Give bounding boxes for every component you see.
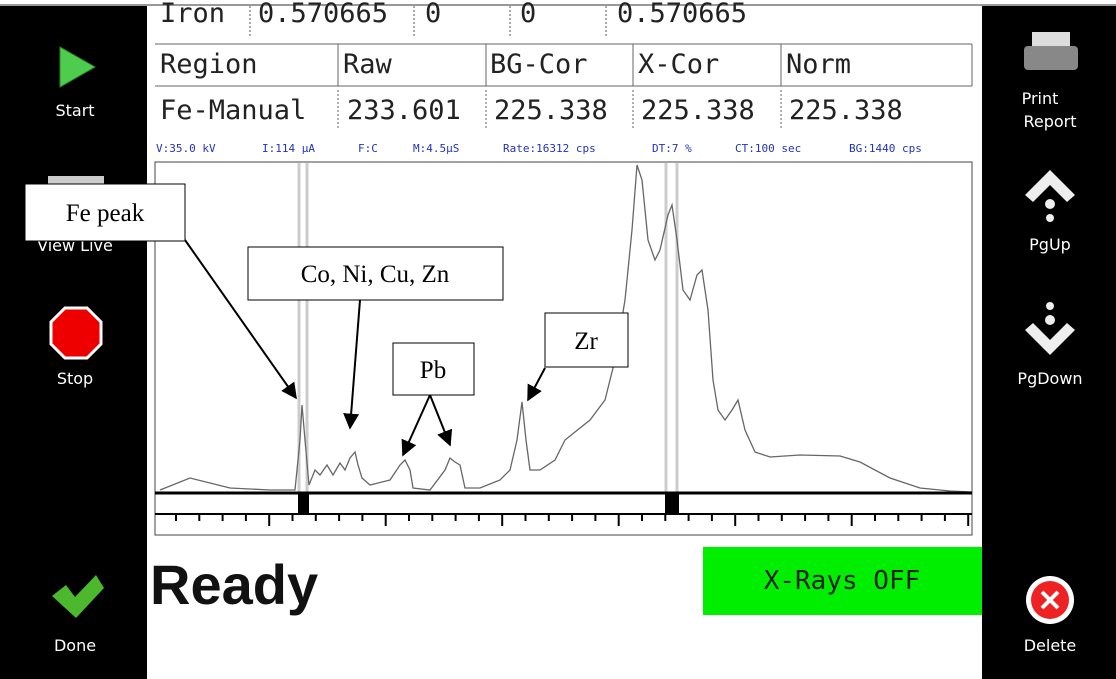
button-label: Stop <box>57 369 93 388</box>
cell: 0.570665 <box>258 0 388 29</box>
ready-status: Ready <box>150 553 318 616</box>
annotation-box <box>247 246 504 301</box>
annotation-text: Pb <box>420 357 446 384</box>
done-icon <box>52 575 104 618</box>
header-row: Region Raw BG-Cor X-Cor Norm <box>160 49 851 80</box>
header-cell: Raw <box>343 49 393 80</box>
annotation-text: Zr <box>574 328 598 355</box>
annotation-box <box>24 183 186 242</box>
button-label: Report <box>1023 112 1076 131</box>
status-item: F:C <box>358 142 378 155</box>
status-item: V:35.0 kV <box>156 142 216 155</box>
print-report-button[interactable]: Print Report <box>1022 32 1078 131</box>
header-cell: BG-Cor <box>490 49 588 80</box>
view-live-icon <box>48 176 104 184</box>
status-item: DT:7 % <box>652 142 692 155</box>
annotation: Pb <box>392 342 475 396</box>
annotation-box <box>544 312 629 368</box>
cell: 233.601 <box>347 95 461 126</box>
cell: 225.338 <box>494 95 608 126</box>
stop-button[interactable]: Stop <box>49 306 103 388</box>
region-block <box>665 493 679 513</box>
cell: 0 <box>425 0 441 29</box>
annotation: Co, Ni, Cu, Zn <box>247 246 504 301</box>
cell: 0.570665 <box>617 0 747 29</box>
button-label: Done <box>54 636 96 655</box>
button-label: PgDown <box>1017 369 1082 388</box>
annotation-arrows <box>184 239 546 457</box>
status-line: V:35.0 kV I:114 µA F:C M:4.5µS Rate:1631… <box>156 142 922 155</box>
done-button[interactable]: Done <box>52 575 104 655</box>
data-row: Fe-Manual 233.601 225.338 225.338 225.33… <box>160 95 903 126</box>
annotation: Zr <box>544 312 629 368</box>
status-item: Rate:16312 cps <box>503 142 596 155</box>
header-cell: Norm <box>786 49 851 80</box>
button-label: Print <box>1022 89 1059 108</box>
annotation-text: Co, Ni, Cu, Zn <box>301 261 450 288</box>
cell: Fe-Manual <box>160 95 306 126</box>
cell: Iron <box>160 0 225 29</box>
region-block <box>298 493 309 513</box>
printer-paper <box>1032 32 1070 48</box>
header-cell: Region <box>160 49 258 80</box>
xray-status: X-Rays OFF <box>764 566 921 596</box>
annotation-text: Fe peak <box>66 200 145 227</box>
pgdown-button[interactable]: PgDown <box>1017 302 1083 388</box>
region-markers <box>297 163 679 492</box>
cell: 225.338 <box>789 95 903 126</box>
status-item: CT:100 sec <box>735 142 801 155</box>
cell: 225.338 <box>641 95 755 126</box>
status-item: BG:1440 cps <box>849 142 922 155</box>
annotation: Fe peak <box>24 183 186 242</box>
annotation-box <box>392 342 475 396</box>
spectrum <box>159 164 973 493</box>
xray-indicator <box>703 547 982 615</box>
row-separators <box>249 6 607 38</box>
pgup-icon <box>1025 170 1075 202</box>
previous-row: Iron 0.570665 0 0 0.570665 <box>160 0 747 29</box>
cell: 0 <box>520 0 536 29</box>
stop-icon <box>49 306 103 360</box>
pgdown-icon <box>1025 323 1075 355</box>
status-item: M:4.5µS <box>413 142 459 155</box>
pgup-button[interactable]: PgUp <box>1025 170 1075 254</box>
start-button[interactable]: Start <box>55 46 97 120</box>
delete-button[interactable]: Delete <box>1024 576 1077 655</box>
printer-body <box>1024 46 1078 70</box>
start-icon <box>59 46 97 88</box>
scale-ticks <box>175 514 970 526</box>
table-grid <box>155 43 973 128</box>
status-item: I:114 µA <box>262 142 315 155</box>
header-cell: X-Cor <box>638 49 719 80</box>
button-label: Start <box>55 101 94 120</box>
button-label: Delete <box>1024 636 1077 655</box>
button-label: PgUp <box>1029 235 1071 254</box>
